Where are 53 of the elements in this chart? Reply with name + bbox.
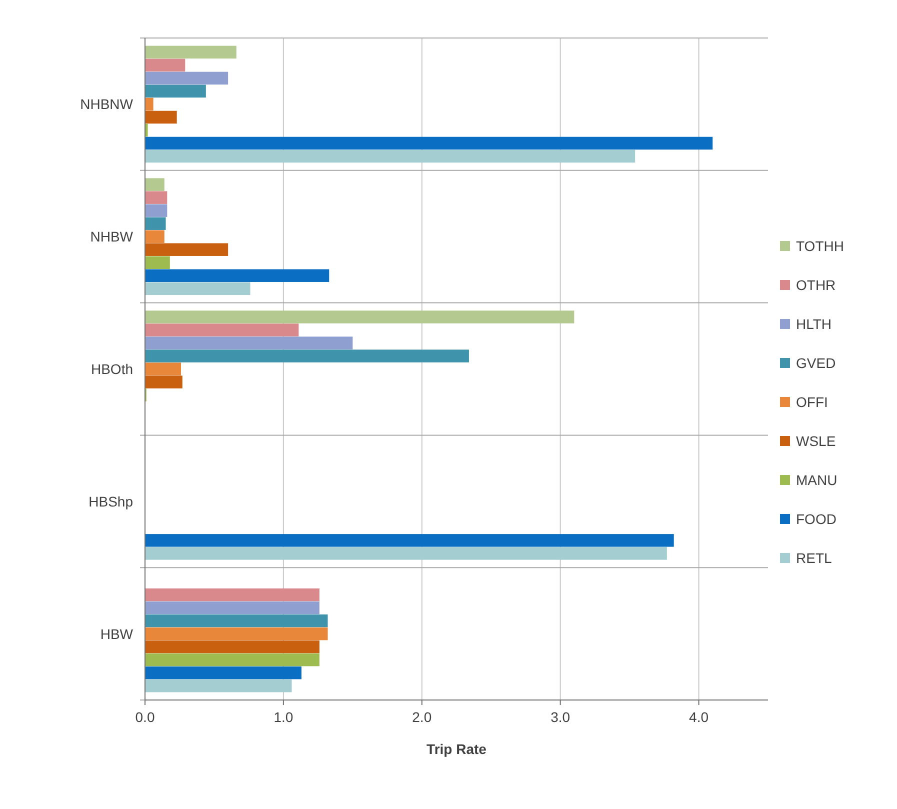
bar [145,376,182,388]
bar [145,547,667,560]
bar [145,98,154,111]
bar [145,110,177,124]
legend-label: FOOD [796,511,836,527]
bar [145,178,164,191]
bar [145,588,320,602]
bar [145,243,228,256]
legend-label: OTHR [796,277,836,293]
bar [145,217,166,230]
y-tick-label: NHBW [90,228,134,245]
bar [145,362,181,376]
bar [145,230,164,243]
bar [145,350,469,362]
x-tick-label: 0.0 [135,709,155,725]
bar [145,204,168,217]
bar [145,191,168,204]
y-tick-label: HBShp [88,493,134,510]
x-axis-title: Trip Rate [426,741,487,757]
bar [145,653,320,666]
bar [145,256,170,269]
bar [145,679,292,692]
legend-label: MANU [796,472,838,488]
bar [145,46,236,59]
bar [145,324,299,336]
bar [145,666,302,680]
bar [145,627,328,640]
legend-label: WSLE [796,433,836,449]
bar [145,150,636,163]
bar [145,136,713,150]
bar [145,58,186,72]
x-tick-label: 4.0 [689,709,709,725]
bar [145,72,228,85]
legend-label: OFFI [796,394,828,410]
bar [145,534,674,547]
bar [145,614,328,628]
x-tick-label: 1.0 [274,709,294,725]
bar [145,640,320,654]
bar [145,282,250,295]
y-tick-label: NHBNW [80,96,134,112]
bar [145,336,353,350]
y-tick-label: HBOth [90,361,133,377]
bar [145,310,574,324]
legend-label: RETL [796,550,832,566]
legend-label: TOTHH [796,238,844,254]
legend-label: HLTH [796,316,832,332]
bar [145,269,330,282]
legend-label: GVED [796,355,836,371]
x-tick-label: 3.0 [550,709,570,725]
bar [145,601,320,614]
y-tick-label: HBW [100,626,134,642]
bar [145,84,206,98]
x-tick-label: 2.0 [412,709,432,725]
